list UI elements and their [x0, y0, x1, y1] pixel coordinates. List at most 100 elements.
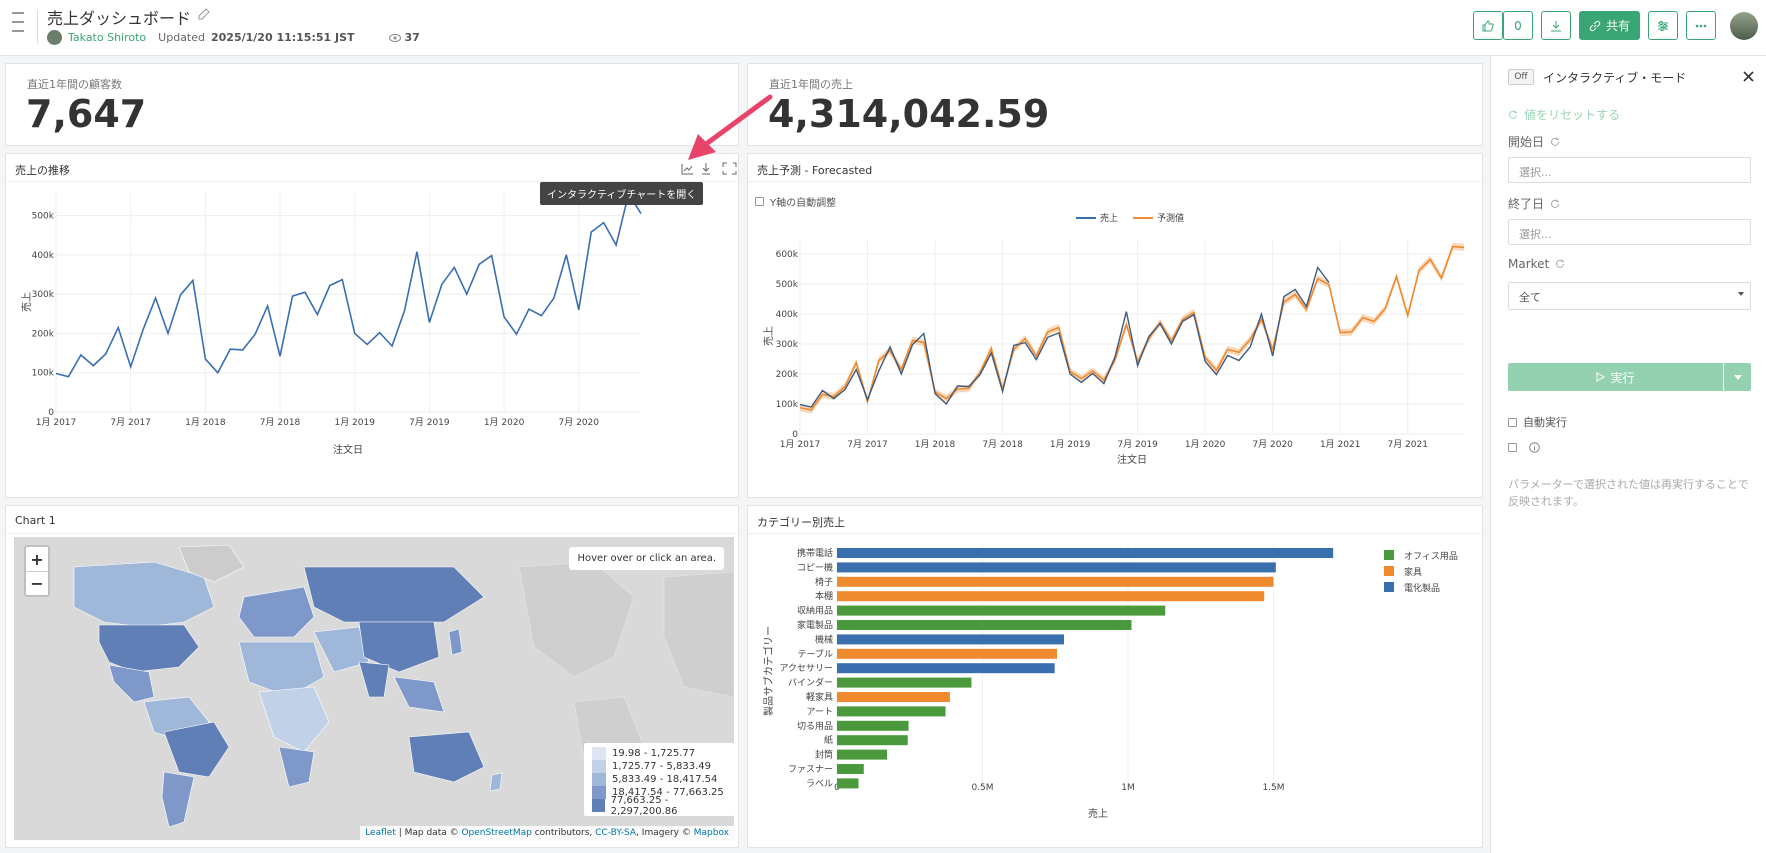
x-tick-label: 7月 2019 [1117, 439, 1158, 450]
category-label: コピー機 [797, 561, 833, 573]
checkbox-box[interactable] [1508, 443, 1517, 452]
region-india[interactable] [358, 661, 390, 698]
tooltip: インタラクティブチャートを開く [540, 182, 704, 205]
license-link[interactable]: CC-BY-SA [595, 828, 637, 838]
legend-label: 1,725.77 - 5,833.49 [612, 761, 712, 772]
forecast-chart[interactable]: 売上 予測値 0 100k 200k 300k 400k 500k 600k 1月 2017 7月 … [748, 209, 1484, 499]
run-label: 実行 [1610, 370, 1635, 385]
settings-button[interactable] [1648, 11, 1678, 40]
refresh-icon[interactable] [1550, 199, 1560, 209]
edit-icon[interactable] [198, 8, 210, 20]
region-china[interactable] [358, 621, 440, 673]
y-tick-label: 600k [776, 250, 799, 260]
close-icon[interactable] [1743, 71, 1754, 82]
download-icon [1550, 20, 1561, 31]
region-mexico[interactable] [108, 664, 155, 703]
x-tick-label: 7月 2020 [1252, 439, 1293, 450]
legend-row: 77,663.25 - 2,297,200.86 [592, 795, 726, 817]
bar [837, 778, 859, 789]
download-button[interactable] [1540, 11, 1571, 40]
region-canada[interactable] [73, 561, 215, 628]
choropleth-map[interactable]: + − Hover over or click an area. 19.98 -… [14, 537, 734, 840]
region-middle-east[interactable] [313, 626, 370, 673]
start-date-input[interactable]: 選択... [1508, 157, 1751, 183]
sales-trend-chart[interactable]: 0 100k 200k 300k 400k 500k 1月 2017 7月 2017 1月 20… [6, 184, 740, 499]
x-tick-label: 1月 2021 [1320, 439, 1361, 450]
region-southeast-asia[interactable] [393, 676, 445, 713]
category-bar-chart[interactable]: 00.5M1M1.5M携帯電話コピー機椅子本棚収納用品家電製品機械テーブルアクセ… [748, 536, 1484, 849]
user-avatar[interactable] [1730, 12, 1758, 40]
region-repeat-europe [663, 571, 734, 698]
zoom-out-button[interactable]: − [26, 571, 48, 595]
sales-trend-panel: 売上の推移 0 100k 200k 300k 400k 500k 1月 2017 7月 201… [5, 153, 739, 498]
region-argentina[interactable] [161, 771, 195, 828]
category-label: バインダー [788, 677, 833, 689]
bar [837, 648, 1057, 659]
market-select[interactable]: 全て [1508, 282, 1751, 310]
actual-line [799, 265, 1330, 408]
more-button[interactable] [1686, 11, 1716, 40]
legend-label: 家具 [1404, 566, 1422, 578]
region-south-africa[interactable] [278, 746, 315, 788]
interactive-mode-toggle[interactable]: Off [1508, 69, 1534, 85]
region-japan[interactable] [448, 628, 463, 656]
mapbox-link[interactable]: Mapbox [693, 828, 729, 838]
play-icon [1596, 372, 1606, 382]
app-logo-icon[interactable] [12, 12, 28, 36]
region-north-africa[interactable] [238, 641, 325, 698]
region-new-zealand[interactable] [489, 772, 503, 792]
checkbox-box[interactable] [755, 197, 764, 206]
y-tick-label: 300k [32, 290, 55, 300]
legend-label: 予測値 [1157, 212, 1184, 224]
checkbox-box[interactable] [1508, 417, 1517, 427]
region-russia[interactable] [303, 566, 485, 623]
bar [837, 605, 1166, 616]
zoom-in-button[interactable]: + [30, 549, 44, 569]
refresh-icon[interactable] [1550, 137, 1560, 147]
expand-icon[interactable] [722, 162, 737, 175]
extra-checkbox[interactable] [1508, 442, 1540, 453]
run-button[interactable]: 実行 [1508, 363, 1751, 391]
legend-label: 18,417.54 - 77,663.25 [612, 787, 724, 798]
attrib-text: | Map data © [395, 828, 462, 838]
legend-label: 19.98 - 1,725.77 [612, 748, 696, 759]
region-europe[interactable] [238, 586, 315, 638]
region-central-africa[interactable] [258, 686, 330, 753]
refresh-icon[interactable] [1555, 259, 1565, 269]
x-tick-label: 7月 2018 [982, 439, 1023, 450]
info-icon[interactable] [1529, 442, 1540, 453]
run-main[interactable]: 実行 [1508, 363, 1723, 391]
sidebar-title: インタラクティブ・モード [1543, 71, 1687, 85]
download-icon[interactable] [702, 163, 710, 175]
y-axis-auto-checkbox[interactable]: Y軸の自動調整 [755, 194, 836, 209]
region-greenland[interactable] [178, 544, 245, 583]
region-usa[interactable] [98, 624, 200, 673]
map-attribution: Leaflet | Map data © OpenStreetMap contr… [360, 826, 734, 840]
author-name[interactable]: Takato Shiroto [68, 31, 147, 44]
interactive-chart-icon[interactable] [681, 164, 693, 175]
map-info-box: Hover over or click an area. [569, 547, 724, 570]
end-date-input[interactable]: 選択... [1508, 219, 1751, 245]
bar [837, 706, 946, 717]
annotation-arrow [688, 94, 773, 160]
label-text: Market [1508, 257, 1550, 271]
osm-link[interactable]: OpenStreetMap [461, 828, 532, 838]
bar [837, 735, 908, 746]
run-options-button[interactable] [1723, 363, 1751, 391]
auto-run-checkbox[interactable]: 自動実行 [1508, 414, 1567, 430]
checkbox-label: Y軸の自動調整 [770, 198, 837, 209]
share-button[interactable]: 共有 [1578, 11, 1640, 40]
x-tick-label: 7月 2018 [260, 417, 301, 428]
category-label: 収納用品 [797, 605, 833, 617]
kpi-customers-panel: 直近1年間の顧客数 7,647 [5, 63, 739, 146]
region-brazil[interactable] [163, 721, 230, 778]
legend-swatch [592, 760, 606, 773]
map-legend: 19.98 - 1,725.77 1,725.77 - 5,833.49 5,833… [584, 743, 734, 817]
like-button[interactable] [1472, 11, 1503, 40]
category-label: 携帯電話 [797, 547, 833, 559]
chevron-down-icon [1738, 292, 1744, 296]
bar [837, 576, 1274, 587]
reset-values-link[interactable]: 値をリセットする [1508, 106, 1620, 123]
region-australia[interactable] [408, 731, 485, 783]
leaflet-link[interactable]: Leaflet [365, 828, 396, 838]
